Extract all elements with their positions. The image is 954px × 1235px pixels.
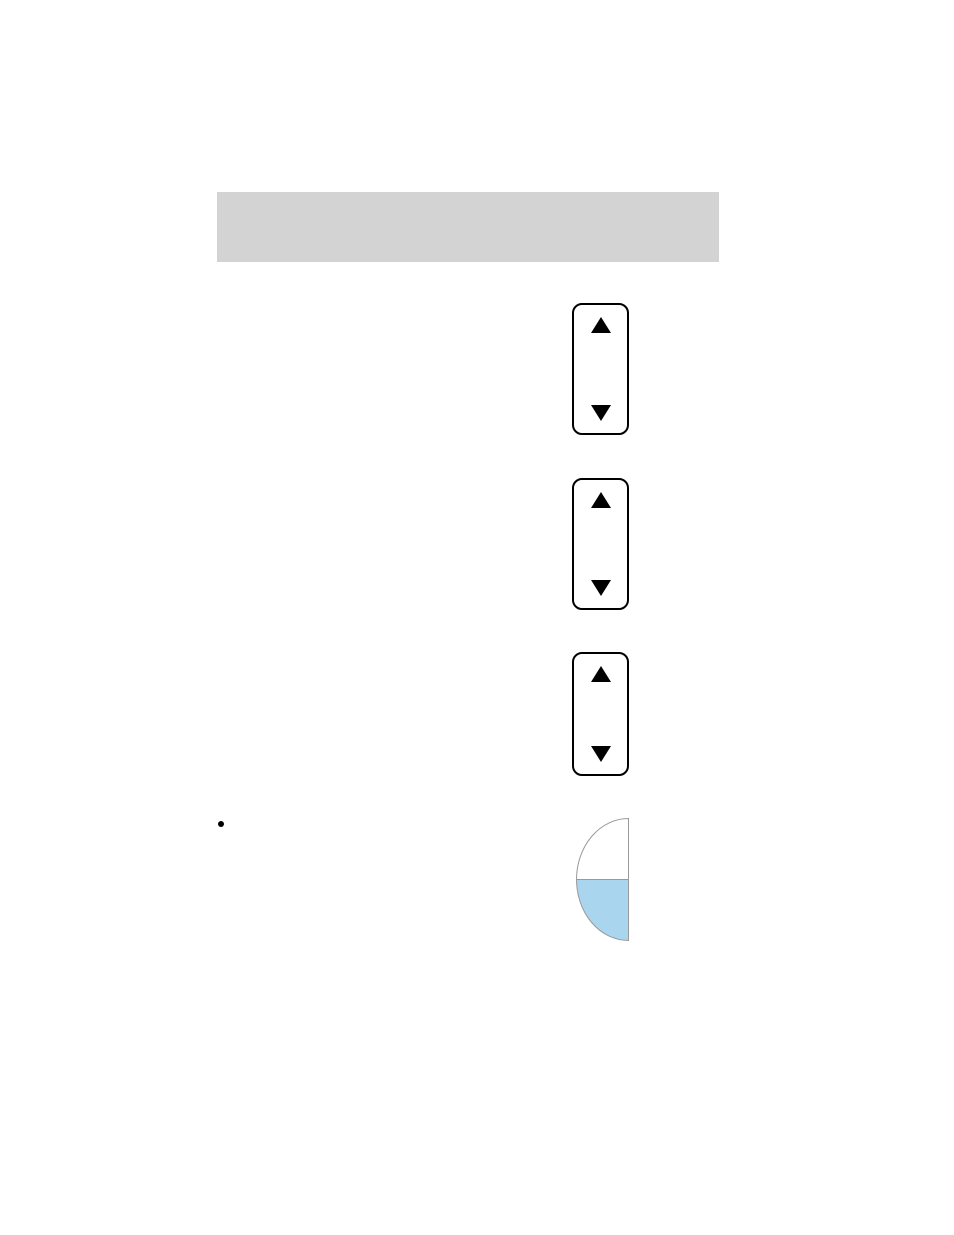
- arrow-down-icon: [591, 746, 611, 762]
- arrow-up-icon: [591, 492, 611, 508]
- pill-button[interactable]: [576, 818, 629, 941]
- arrow-down-icon: [591, 405, 611, 421]
- pill-bottom-half[interactable]: [577, 880, 629, 941]
- updown-control-2[interactable]: [572, 478, 629, 610]
- pill-top-half[interactable]: [577, 819, 629, 880]
- arrow-down-icon: [591, 580, 611, 596]
- updown-control-3[interactable]: [572, 652, 629, 776]
- updown-control-1[interactable]: [572, 303, 629, 435]
- arrow-up-icon: [591, 317, 611, 333]
- arrow-up-icon: [591, 666, 611, 682]
- bullet-icon: [218, 821, 224, 827]
- header-bar: [217, 192, 719, 262]
